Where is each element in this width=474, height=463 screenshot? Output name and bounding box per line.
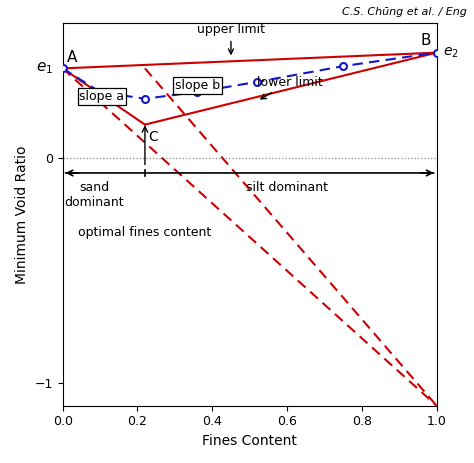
Text: A: A	[67, 50, 78, 65]
Text: slope a: slope a	[80, 90, 124, 103]
Text: sand
dominant: sand dominant	[64, 181, 124, 209]
Text: $e_1$: $e_1$	[36, 61, 53, 76]
Text: B: B	[420, 33, 431, 48]
Text: optimal fines content: optimal fines content	[78, 226, 211, 239]
Text: slope b: slope b	[175, 79, 220, 92]
Text: lower limit: lower limit	[257, 75, 323, 99]
X-axis label: Fines Content: Fines Content	[202, 434, 297, 448]
Text: silt dominant: silt dominant	[246, 181, 328, 194]
Y-axis label: Minimum Void Ratio: Minimum Void Ratio	[15, 145, 29, 284]
Text: C.S. Chūng et al. / Eng: C.S. Chūng et al. / Eng	[342, 7, 467, 17]
Text: $e_2$: $e_2$	[443, 45, 459, 60]
Text: upper limit: upper limit	[197, 23, 265, 54]
Text: C: C	[149, 130, 158, 144]
